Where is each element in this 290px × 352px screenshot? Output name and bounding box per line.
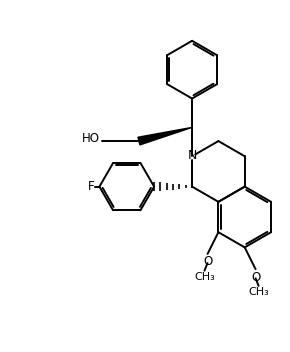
Text: O: O — [203, 256, 212, 269]
Text: N: N — [187, 149, 197, 162]
Text: F: F — [88, 180, 95, 193]
Polygon shape — [138, 127, 192, 145]
Text: O: O — [251, 271, 260, 284]
Text: CH₃: CH₃ — [248, 287, 269, 297]
Text: CH₃: CH₃ — [194, 272, 215, 282]
Text: HO: HO — [82, 132, 100, 145]
